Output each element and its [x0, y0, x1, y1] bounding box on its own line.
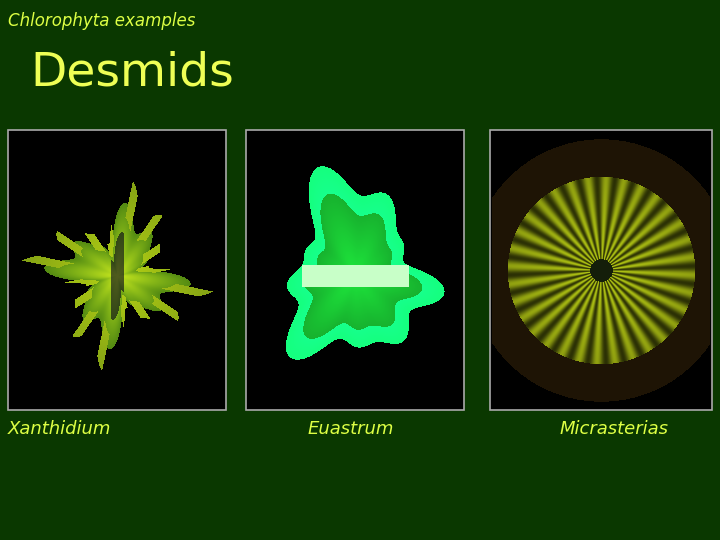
- Text: Euastrum: Euastrum: [308, 420, 395, 438]
- Text: Xanthidium: Xanthidium: [8, 420, 112, 438]
- Bar: [8, 130, 226, 410]
- Text: Micrasterias: Micrasterias: [560, 420, 669, 438]
- Bar: [246, 130, 464, 410]
- Text: Chlorophyta examples: Chlorophyta examples: [8, 12, 195, 30]
- Bar: [490, 130, 712, 410]
- Text: Desmids: Desmids: [30, 50, 234, 95]
- Text: (Charophyceae): (Charophyceae): [50, 138, 206, 157]
